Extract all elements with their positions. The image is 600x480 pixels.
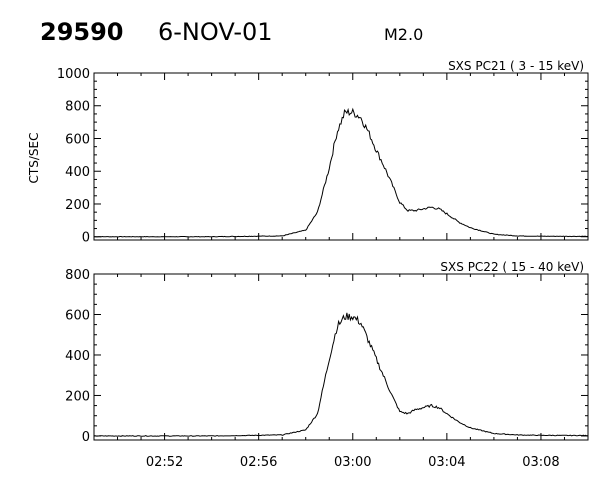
y-axis-label: CTS/SEC [27,133,41,184]
series-line-pc22 [93,312,589,437]
y-tick-label: 0 [82,430,90,445]
x-tick-label: 03:08 [522,455,559,470]
panel-title: SXS PC21 ( 3 - 15 keV) [448,59,584,73]
axes-pc21 [93,72,589,241]
panel-sxs-pc21: SXS PC21 ( 3 - 15 keV) 0 200 400 600 800 1000 [57,59,589,246]
y-tick-label: 1000 [57,67,90,82]
ticks-pc22: 0 200 400 600 800 02:52 02:56 03:00 03:04 03:08 [65,268,589,470]
x-tick-label: 03:04 [428,455,465,470]
y-tick-label: 200 [65,389,90,404]
panel-sxs-pc22: SXS PC22 ( 15 - 40 keV) 0 200 400 600 800 02:… [65,260,589,470]
y-tick-label: 600 [65,308,90,323]
x-tick-label: 02:52 [146,455,183,470]
y-tick-label: 800 [65,268,90,283]
x-tick-label: 02:56 [240,455,277,470]
y-tick-label: 200 [65,198,90,213]
y-tick-label: 800 [65,100,90,115]
axes-pc22 [93,273,589,441]
y-tick-label: 400 [65,165,90,180]
flare-class: M2.0 [384,25,423,44]
plot-frame [93,273,589,441]
y-tick-label: 0 [82,231,90,246]
series-line-pc21 [94,107,589,238]
x-tick-label: 03:00 [334,455,371,470]
panel-title: SXS PC22 ( 15 - 40 keV) [440,260,584,274]
y-tick-label: 600 [65,132,90,147]
event-id: 29590 [40,18,124,46]
observation-date: 6-NOV-01 [158,18,273,46]
plot-frame [93,72,589,241]
ticks-pc21: 0 200 400 600 800 1000 [57,67,589,246]
y-tick-label: 400 [65,349,90,364]
